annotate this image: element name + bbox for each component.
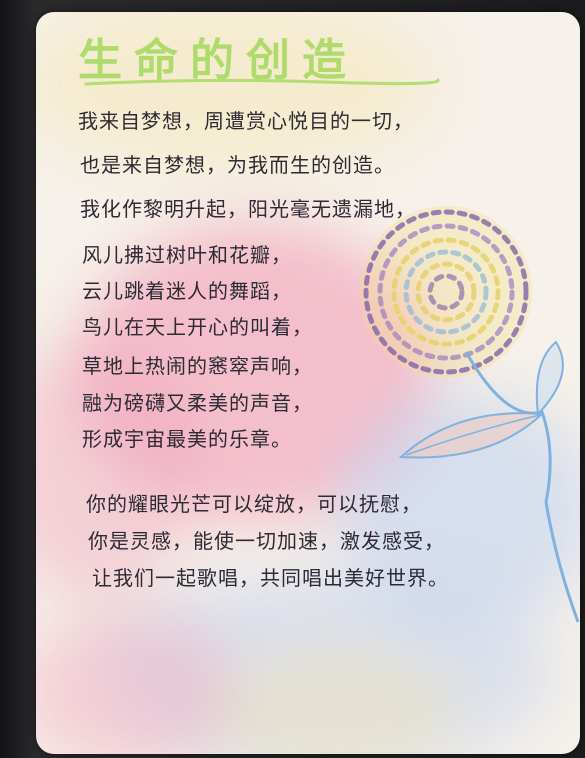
poem-title: 生命的创造 bbox=[78, 35, 358, 86]
leaf-large bbox=[398, 412, 545, 459]
poem-line: 鸟儿在天上开心的叫着， bbox=[82, 315, 313, 339]
flower-illustration bbox=[360, 206, 580, 623]
poem-line: 我来自梦想，周遭赏心悦目的一切， bbox=[78, 109, 414, 133]
poem-line: 也是来自梦想，为我而生的创造。 bbox=[80, 153, 395, 177]
poem-line: 你的耀眼光芒可以绽放，可以抚慰， bbox=[86, 492, 422, 516]
leaf-small bbox=[535, 340, 564, 417]
poem-line: 草地上热闹的窸窣声响， bbox=[82, 354, 313, 378]
poem-line: 让我们一起歌唱，共同唱出美好世界。 bbox=[92, 566, 449, 590]
poem-line: 我化作黎明升起，阳光毫无遗漏地， bbox=[80, 197, 416, 221]
flower-stem bbox=[464, 351, 580, 623]
wash-yellow-bottom bbox=[216, 652, 456, 754]
wash-yellow-top bbox=[36, 12, 436, 172]
leaf-large-vein bbox=[405, 414, 541, 456]
wash-blue-bottom bbox=[96, 572, 556, 754]
wash-pink-bottom bbox=[36, 612, 236, 754]
paper-card: 生命的创造 我来自梦想，周遭赏心悦目的一切， 也是来自梦 bbox=[36, 12, 580, 754]
poem-line: 融为磅礴又柔美的声音， bbox=[82, 391, 313, 415]
title-underline-stroke bbox=[84, 78, 440, 86]
flower-head bbox=[360, 206, 532, 378]
poem-line: 形成宇宙最美的乐章。 bbox=[82, 427, 292, 451]
poem-line: 风儿拂过树叶和花瓣， bbox=[82, 243, 292, 267]
poem-line: 云儿跳着迷人的舞蹈， bbox=[82, 279, 292, 303]
wash-pink-left bbox=[36, 342, 196, 602]
poem-line: 你是灵感，能使一切加速，激发感受， bbox=[88, 529, 445, 553]
